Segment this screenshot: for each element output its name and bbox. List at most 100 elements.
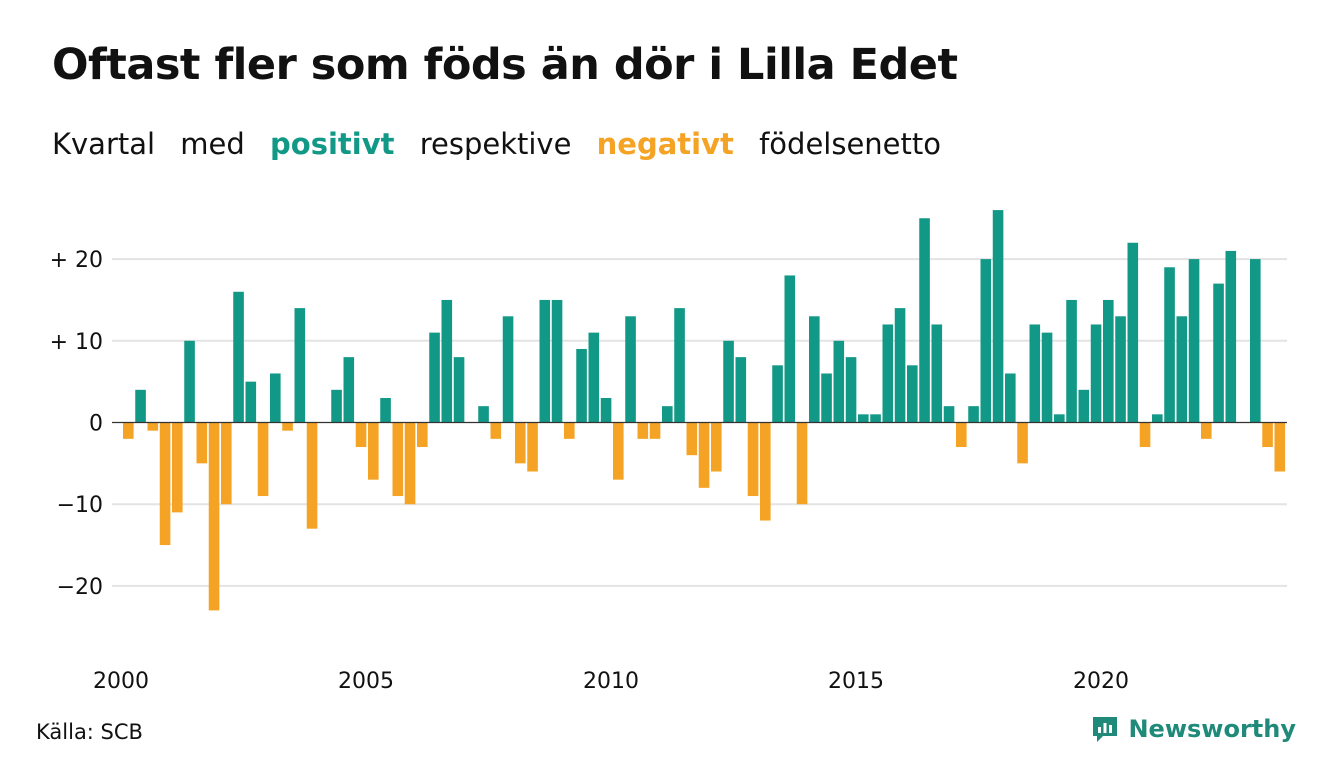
y-tick-label: + 20 [50, 248, 103, 273]
chart-title: Oftast fler som föds än dör i Lilla Edet [52, 40, 958, 90]
x-tick-label: 2010 [583, 669, 639, 694]
bar [184, 340, 195, 423]
bar [306, 422, 318, 529]
subtitle-word-fodelsenetto: födelsenetto [759, 127, 941, 161]
bar [870, 414, 881, 423]
bar [931, 324, 943, 423]
bar [221, 422, 232, 505]
bar [735, 357, 747, 423]
y-tick-label: −10 [57, 493, 103, 518]
bar [821, 373, 832, 423]
bar [760, 422, 771, 521]
bar [172, 422, 183, 513]
bar [1188, 259, 1200, 423]
bar [564, 422, 575, 439]
bar [858, 414, 869, 423]
chart-subtitle: Kvartal med positivt respektive negativt… [52, 127, 941, 161]
legend-negative: negativt [596, 127, 734, 161]
bar [429, 332, 440, 423]
bar [343, 357, 355, 423]
bar [1274, 422, 1286, 472]
bar [490, 422, 502, 439]
newsworthy-logo-icon [1093, 717, 1118, 742]
bar [159, 422, 171, 546]
bar [1225, 250, 1237, 423]
bar [980, 259, 992, 423]
bar [845, 357, 857, 423]
subtitle-word-med: med [180, 127, 245, 161]
bar [527, 422, 538, 472]
bar [208, 422, 220, 611]
bar [588, 332, 600, 423]
bar [196, 422, 208, 464]
bar [1054, 414, 1065, 423]
y-tick-label: + 10 [50, 330, 103, 355]
bar [1262, 422, 1273, 448]
bar [270, 373, 281, 423]
bar [723, 340, 734, 423]
bar [392, 422, 404, 497]
bar [233, 291, 244, 423]
bar [1164, 267, 1175, 423]
source-note: Källa: SCB [36, 720, 143, 744]
bar [968, 406, 979, 423]
bar [649, 422, 661, 439]
y-tick-label: 0 [89, 412, 103, 437]
bar [711, 422, 722, 472]
brand-name: Newsworthy [1128, 715, 1296, 743]
bar [1066, 299, 1077, 423]
bar [135, 389, 146, 423]
bar [698, 422, 710, 488]
bar [882, 324, 894, 423]
bar [894, 308, 906, 423]
bar [417, 422, 428, 448]
bar [294, 308, 306, 423]
bar [1127, 242, 1139, 423]
legend-positive: positivt [270, 127, 395, 161]
bar [1201, 422, 1212, 439]
bar [1250, 259, 1261, 423]
x-tick-label: 2005 [338, 669, 394, 694]
bar [943, 406, 955, 423]
bar [245, 381, 257, 423]
bar [502, 316, 514, 423]
bar [600, 397, 612, 423]
bar [368, 422, 379, 480]
bar [539, 299, 551, 423]
bar [515, 422, 526, 464]
bar [833, 340, 845, 423]
bar [1005, 373, 1016, 423]
y-tick-label: −20 [57, 575, 103, 600]
bar [576, 348, 587, 423]
brand-logo: Newsworthy [1090, 714, 1296, 744]
bar [380, 397, 391, 423]
bar [404, 422, 416, 505]
x-tick-label: 2015 [828, 669, 884, 694]
bar [355, 422, 367, 448]
bar [1090, 324, 1102, 423]
x-tick-label: 2000 [93, 669, 149, 694]
bar [747, 422, 759, 497]
subtitle-word-kvartal: Kvartal [52, 127, 156, 161]
bar [1176, 316, 1188, 423]
bar [1213, 283, 1224, 423]
bar [796, 422, 808, 505]
bar [1152, 414, 1163, 423]
bar [551, 299, 563, 423]
x-tick-label: 2020 [1073, 669, 1129, 694]
bar [453, 357, 465, 423]
bar [1017, 422, 1028, 464]
bar [907, 365, 918, 423]
bar [625, 316, 636, 423]
bar [809, 316, 820, 423]
bar [662, 406, 673, 423]
bar [919, 218, 930, 423]
bar [674, 308, 685, 423]
bar [441, 299, 453, 423]
bar [613, 422, 624, 480]
bar [772, 365, 783, 423]
bar [123, 422, 134, 439]
bar [637, 422, 649, 439]
bar [282, 422, 293, 431]
